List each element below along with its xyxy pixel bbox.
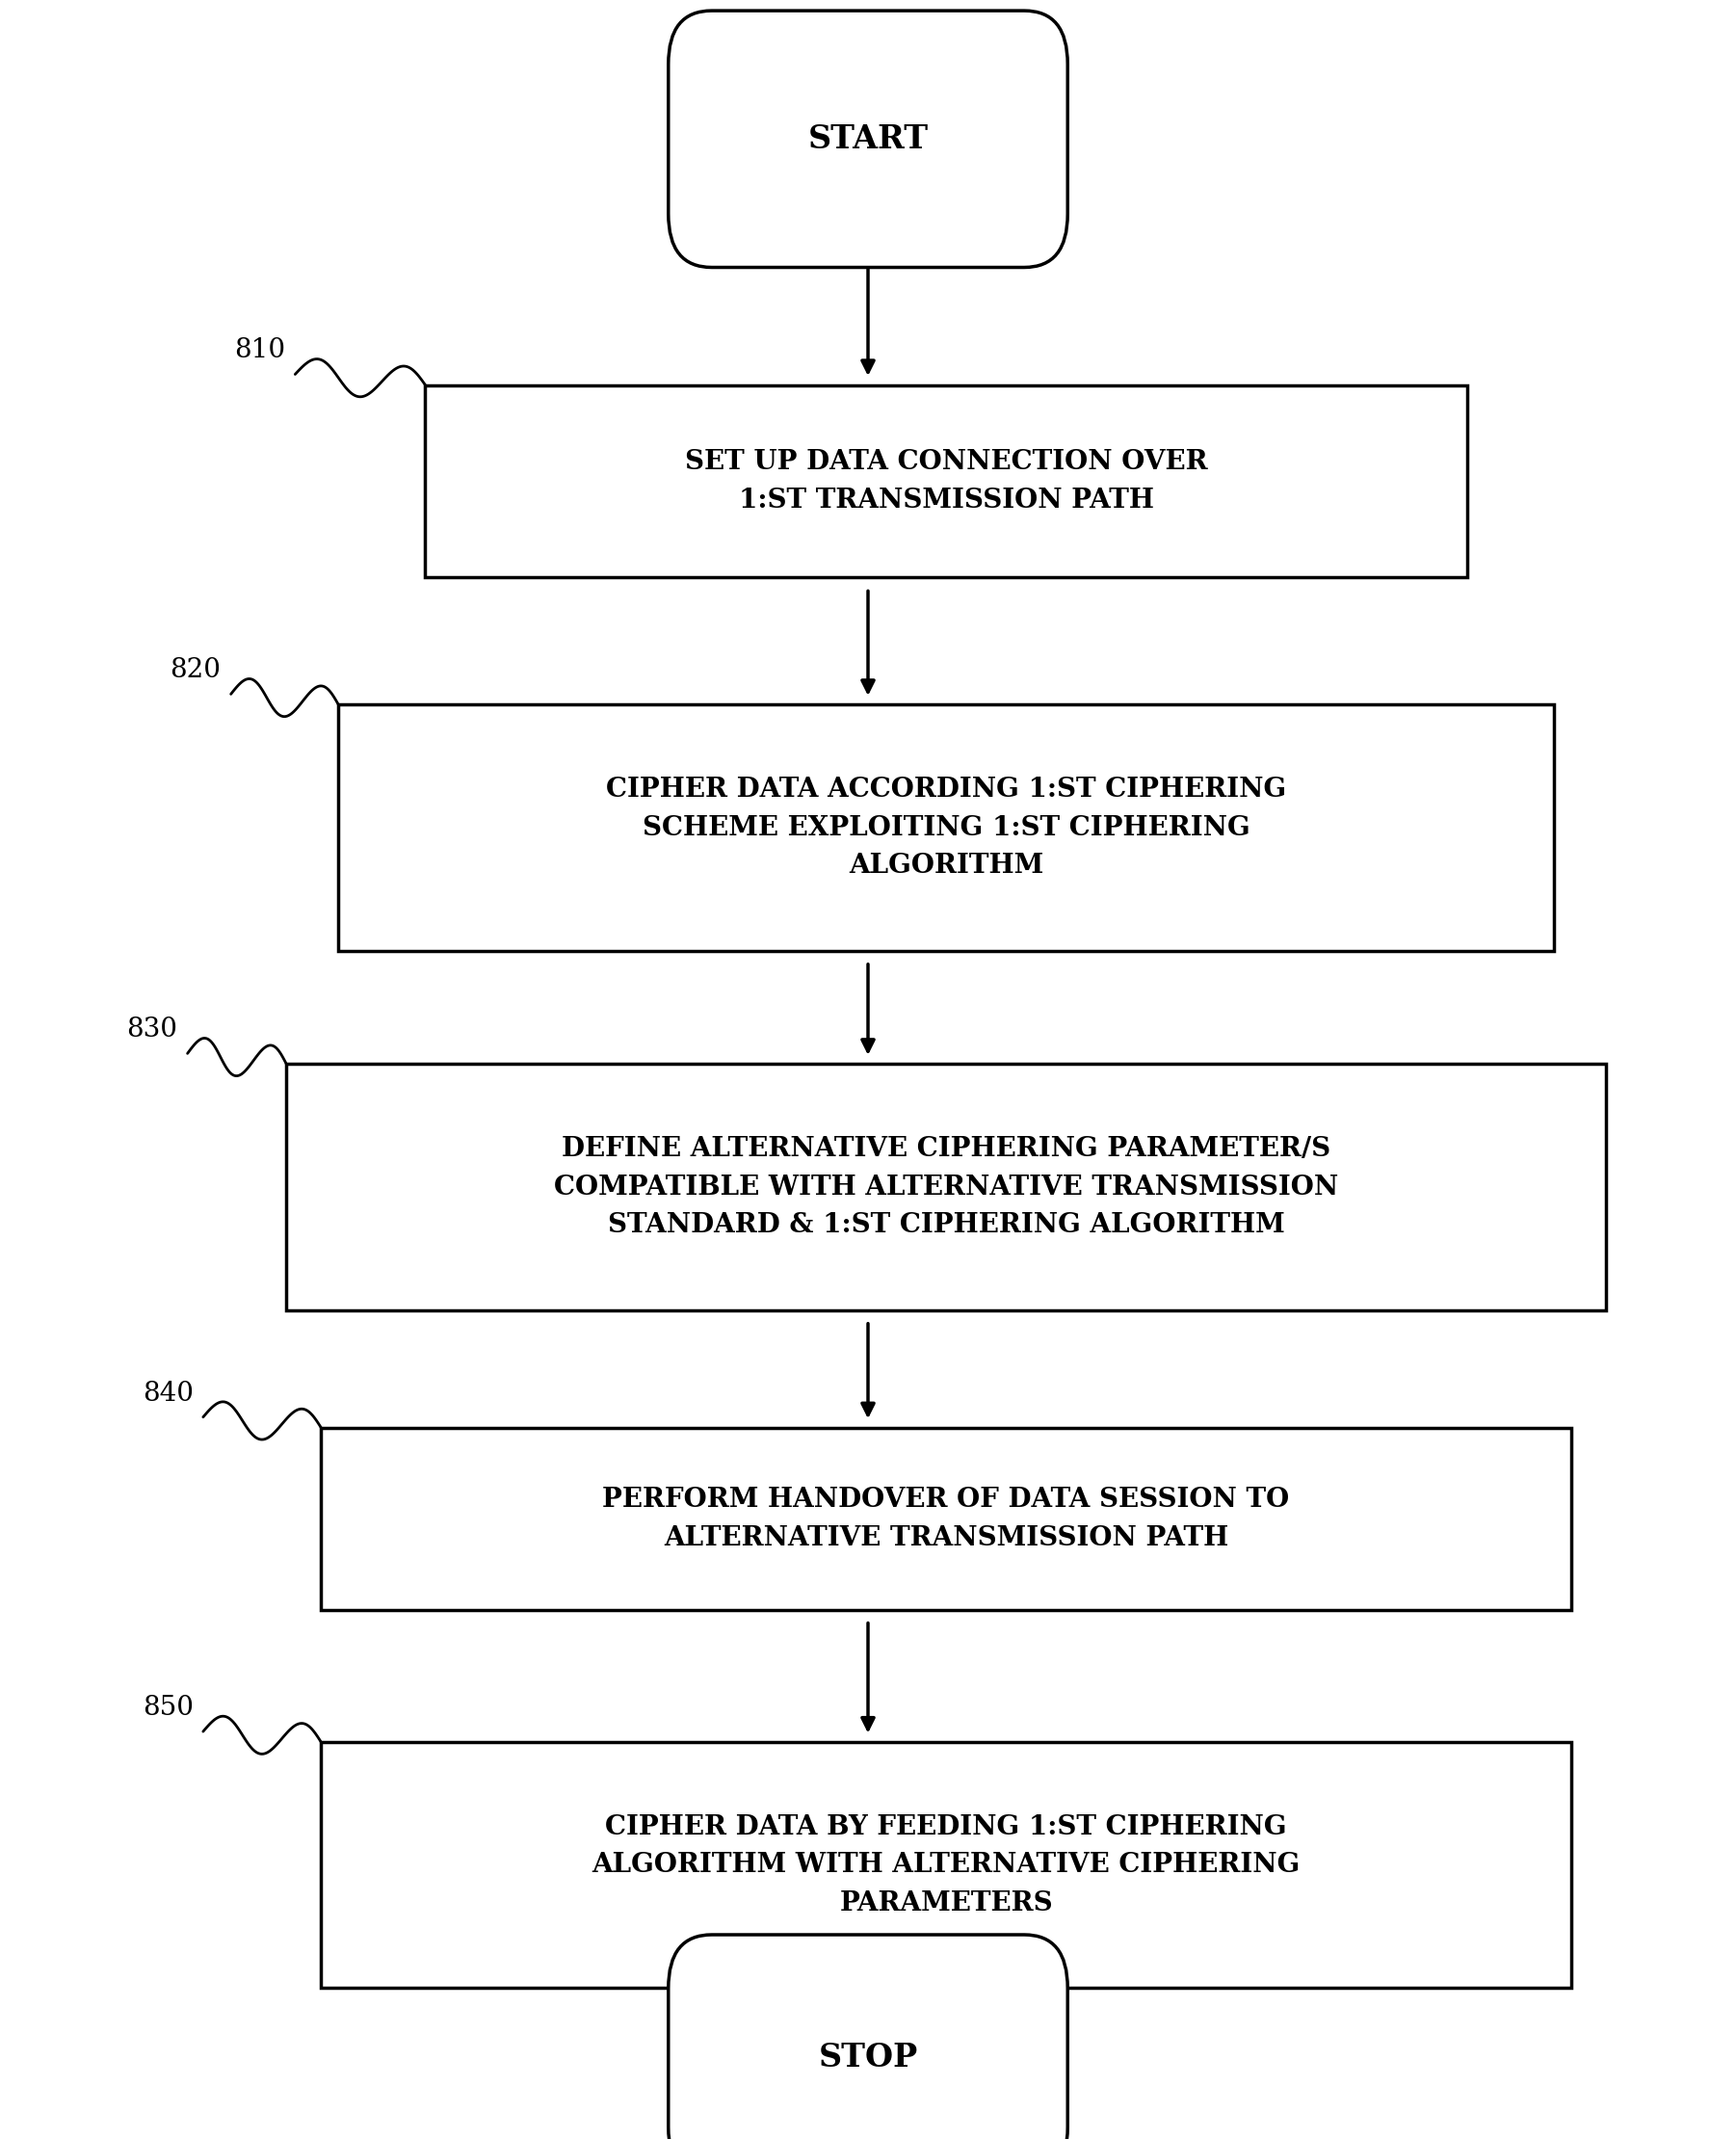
Text: 810: 810 — [234, 338, 285, 364]
FancyBboxPatch shape — [321, 1429, 1571, 1611]
Text: 830: 830 — [127, 1016, 177, 1042]
Text: PERFORM HANDOVER OF DATA SESSION TO
ALTERNATIVE TRANSMISSION PATH: PERFORM HANDOVER OF DATA SESSION TO ALTE… — [602, 1487, 1290, 1551]
FancyBboxPatch shape — [321, 1741, 1571, 1989]
Text: CIPHER DATA ACCORDING 1:ST CIPHERING
SCHEME EXPLOITING 1:ST CIPHERING
ALGORITHM: CIPHER DATA ACCORDING 1:ST CIPHERING SCH… — [606, 776, 1286, 879]
Text: SET UP DATA CONNECTION OVER
1:ST TRANSMISSION PATH: SET UP DATA CONNECTION OVER 1:ST TRANSMI… — [684, 449, 1208, 513]
Text: 820: 820 — [170, 657, 220, 684]
FancyBboxPatch shape — [339, 706, 1554, 950]
FancyBboxPatch shape — [668, 1934, 1068, 2139]
Text: STOP: STOP — [818, 2043, 918, 2073]
Text: START: START — [807, 124, 929, 154]
FancyBboxPatch shape — [286, 1063, 1606, 1309]
Text: DEFINE ALTERNATIVE CIPHERING PARAMETER/S
COMPATIBLE WITH ALTERNATIVE TRANSMISSIO: DEFINE ALTERNATIVE CIPHERING PARAMETER/S… — [554, 1136, 1338, 1238]
FancyBboxPatch shape — [668, 11, 1068, 267]
FancyBboxPatch shape — [425, 385, 1467, 578]
Text: CIPHER DATA BY FEEDING 1:ST CIPHERING
ALGORITHM WITH ALTERNATIVE CIPHERING
PARAM: CIPHER DATA BY FEEDING 1:ST CIPHERING AL… — [592, 1814, 1300, 1917]
Text: 850: 850 — [142, 1694, 193, 1720]
Text: 840: 840 — [142, 1380, 193, 1407]
